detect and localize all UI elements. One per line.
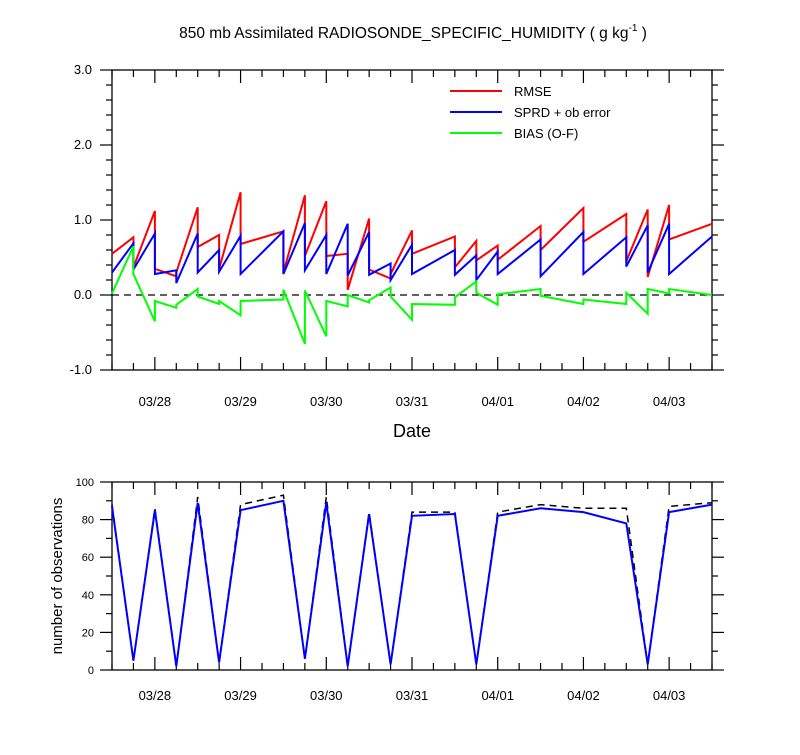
x-tick-label: 03/29 — [224, 688, 257, 703]
x-tick-label: 03/28 — [139, 394, 172, 409]
y-tick-label: 60 — [82, 552, 94, 564]
bottom-panel: 03/28 03/29 03/30 03/31 04/01 04/02 04/03 0 20 40… — [49, 477, 724, 703]
y-axis-label: number of observations — [49, 498, 66, 655]
series-line-bias-o-f — [111, 245, 713, 345]
x-tick-label: 04/01 — [481, 688, 514, 703]
x-tick-label: 03/30 — [310, 394, 343, 409]
plot-frame — [111, 481, 713, 671]
series-line-sprd-ob-error — [111, 222, 713, 284]
x-tick-label: 04/02 — [567, 688, 600, 703]
top-panel: 03/28 03/29 03/30 03/31 04/01 04/02 04/03 -1.0 0… — [70, 62, 724, 441]
legend-label: BIAS (O-F) — [514, 126, 578, 141]
y-tick-label: -1.0 — [70, 362, 92, 377]
y-tick-label: 40 — [82, 590, 94, 602]
y-tick-label: 100 — [76, 477, 94, 489]
y-tick-label: 0.0 — [74, 287, 92, 302]
y-tick-label: 2.0 — [74, 137, 92, 152]
legend-label: RMSE — [514, 84, 552, 99]
y-tick-label: 1.0 — [74, 212, 92, 227]
x-tick-label: 03/31 — [396, 394, 429, 409]
series-line-assimilated — [111, 499, 713, 667]
y-tick-label: 80 — [82, 515, 94, 527]
x-tick-label: 04/02 — [567, 394, 600, 409]
x-tick-label: 03/28 — [139, 688, 172, 703]
plot-frame — [111, 69, 713, 371]
series-line-possible — [111, 494, 713, 667]
y-tick-label: 20 — [82, 627, 94, 639]
x-tick-label: 03/30 — [310, 688, 343, 703]
x-tick-label: 04/03 — [653, 688, 686, 703]
legend-label: SPRD + ob error — [514, 105, 611, 120]
x-tick-label: 04/03 — [653, 394, 686, 409]
x-axis-label: Date — [393, 421, 431, 441]
y-tick-label: 0 — [88, 665, 94, 677]
x-tick-label: 03/29 — [224, 394, 257, 409]
y-tick-label: 3.0 — [74, 62, 92, 77]
x-tick-label: 04/01 — [481, 394, 514, 409]
x-tick-label: 03/31 — [396, 688, 429, 703]
chart-title: 850 mb Assimilated RADIOSONDE_SPECIFIC_H… — [179, 23, 647, 42]
